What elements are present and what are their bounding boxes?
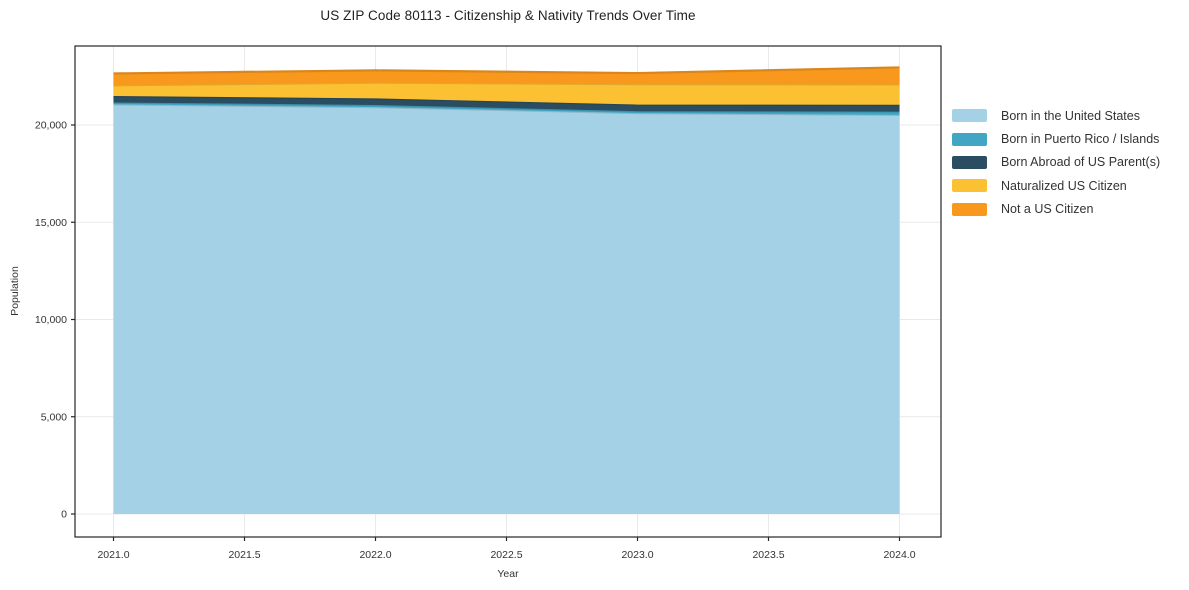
legend: Born in the United States Born in Puerto … bbox=[952, 104, 1160, 221]
x-tick-label: 2023.5 bbox=[752, 549, 784, 561]
area-band-2 bbox=[113, 96, 900, 112]
x-tick-label: 2023.0 bbox=[621, 549, 653, 561]
legend-label: Born Abroad of US Parent(s) bbox=[1001, 155, 1161, 170]
x-axis-title: Year bbox=[497, 568, 519, 580]
legend-label: Naturalized US Citizen bbox=[1001, 178, 1127, 193]
legend-swatch-icon bbox=[952, 179, 987, 193]
legend-label: Born in the United States bbox=[1001, 108, 1140, 123]
legend-item-3: Naturalized US Citizen bbox=[952, 174, 1160, 197]
legend-label: Born in Puerto Rico / Islands bbox=[1001, 132, 1160, 147]
x-tick-label: 2022.0 bbox=[359, 549, 391, 561]
x-tick-label: 2024.0 bbox=[883, 549, 915, 561]
area-topline-4 bbox=[113, 66, 900, 75]
y-tick-label: 15,000 bbox=[35, 217, 67, 229]
axes-border bbox=[74, 45, 942, 538]
legend-item-1: Born in Puerto Rico / Islands bbox=[952, 127, 1160, 150]
chart-title: US ZIP Code 80113 - Citizenship & Nativi… bbox=[320, 8, 696, 23]
area-band-3 bbox=[113, 82, 900, 105]
y-tick-label: 0 bbox=[61, 509, 67, 521]
x-tick-label: 2022.5 bbox=[490, 549, 522, 561]
legend-swatch-icon bbox=[952, 202, 987, 216]
y-tick-label: 10,000 bbox=[35, 314, 67, 326]
y-tick-label: 20,000 bbox=[35, 120, 67, 132]
legend-swatch-icon bbox=[952, 155, 987, 169]
x-tick-label: 2021.5 bbox=[228, 549, 260, 561]
legend-swatch-icon bbox=[952, 109, 987, 123]
legend-item-2: Born Abroad of US Parent(s) bbox=[952, 151, 1160, 174]
legend-label: Not a US Citizen bbox=[1001, 202, 1094, 217]
y-tick-label: 5,000 bbox=[41, 411, 67, 423]
legend-item-0: Born in the United States bbox=[952, 104, 1160, 127]
area-band-0 bbox=[113, 104, 900, 515]
x-tick-label: 2021.0 bbox=[97, 549, 129, 561]
y-axis-title: Population bbox=[9, 266, 21, 316]
legend-swatch-icon bbox=[952, 132, 987, 146]
legend-item-4: Not a US Citizen bbox=[952, 198, 1160, 221]
